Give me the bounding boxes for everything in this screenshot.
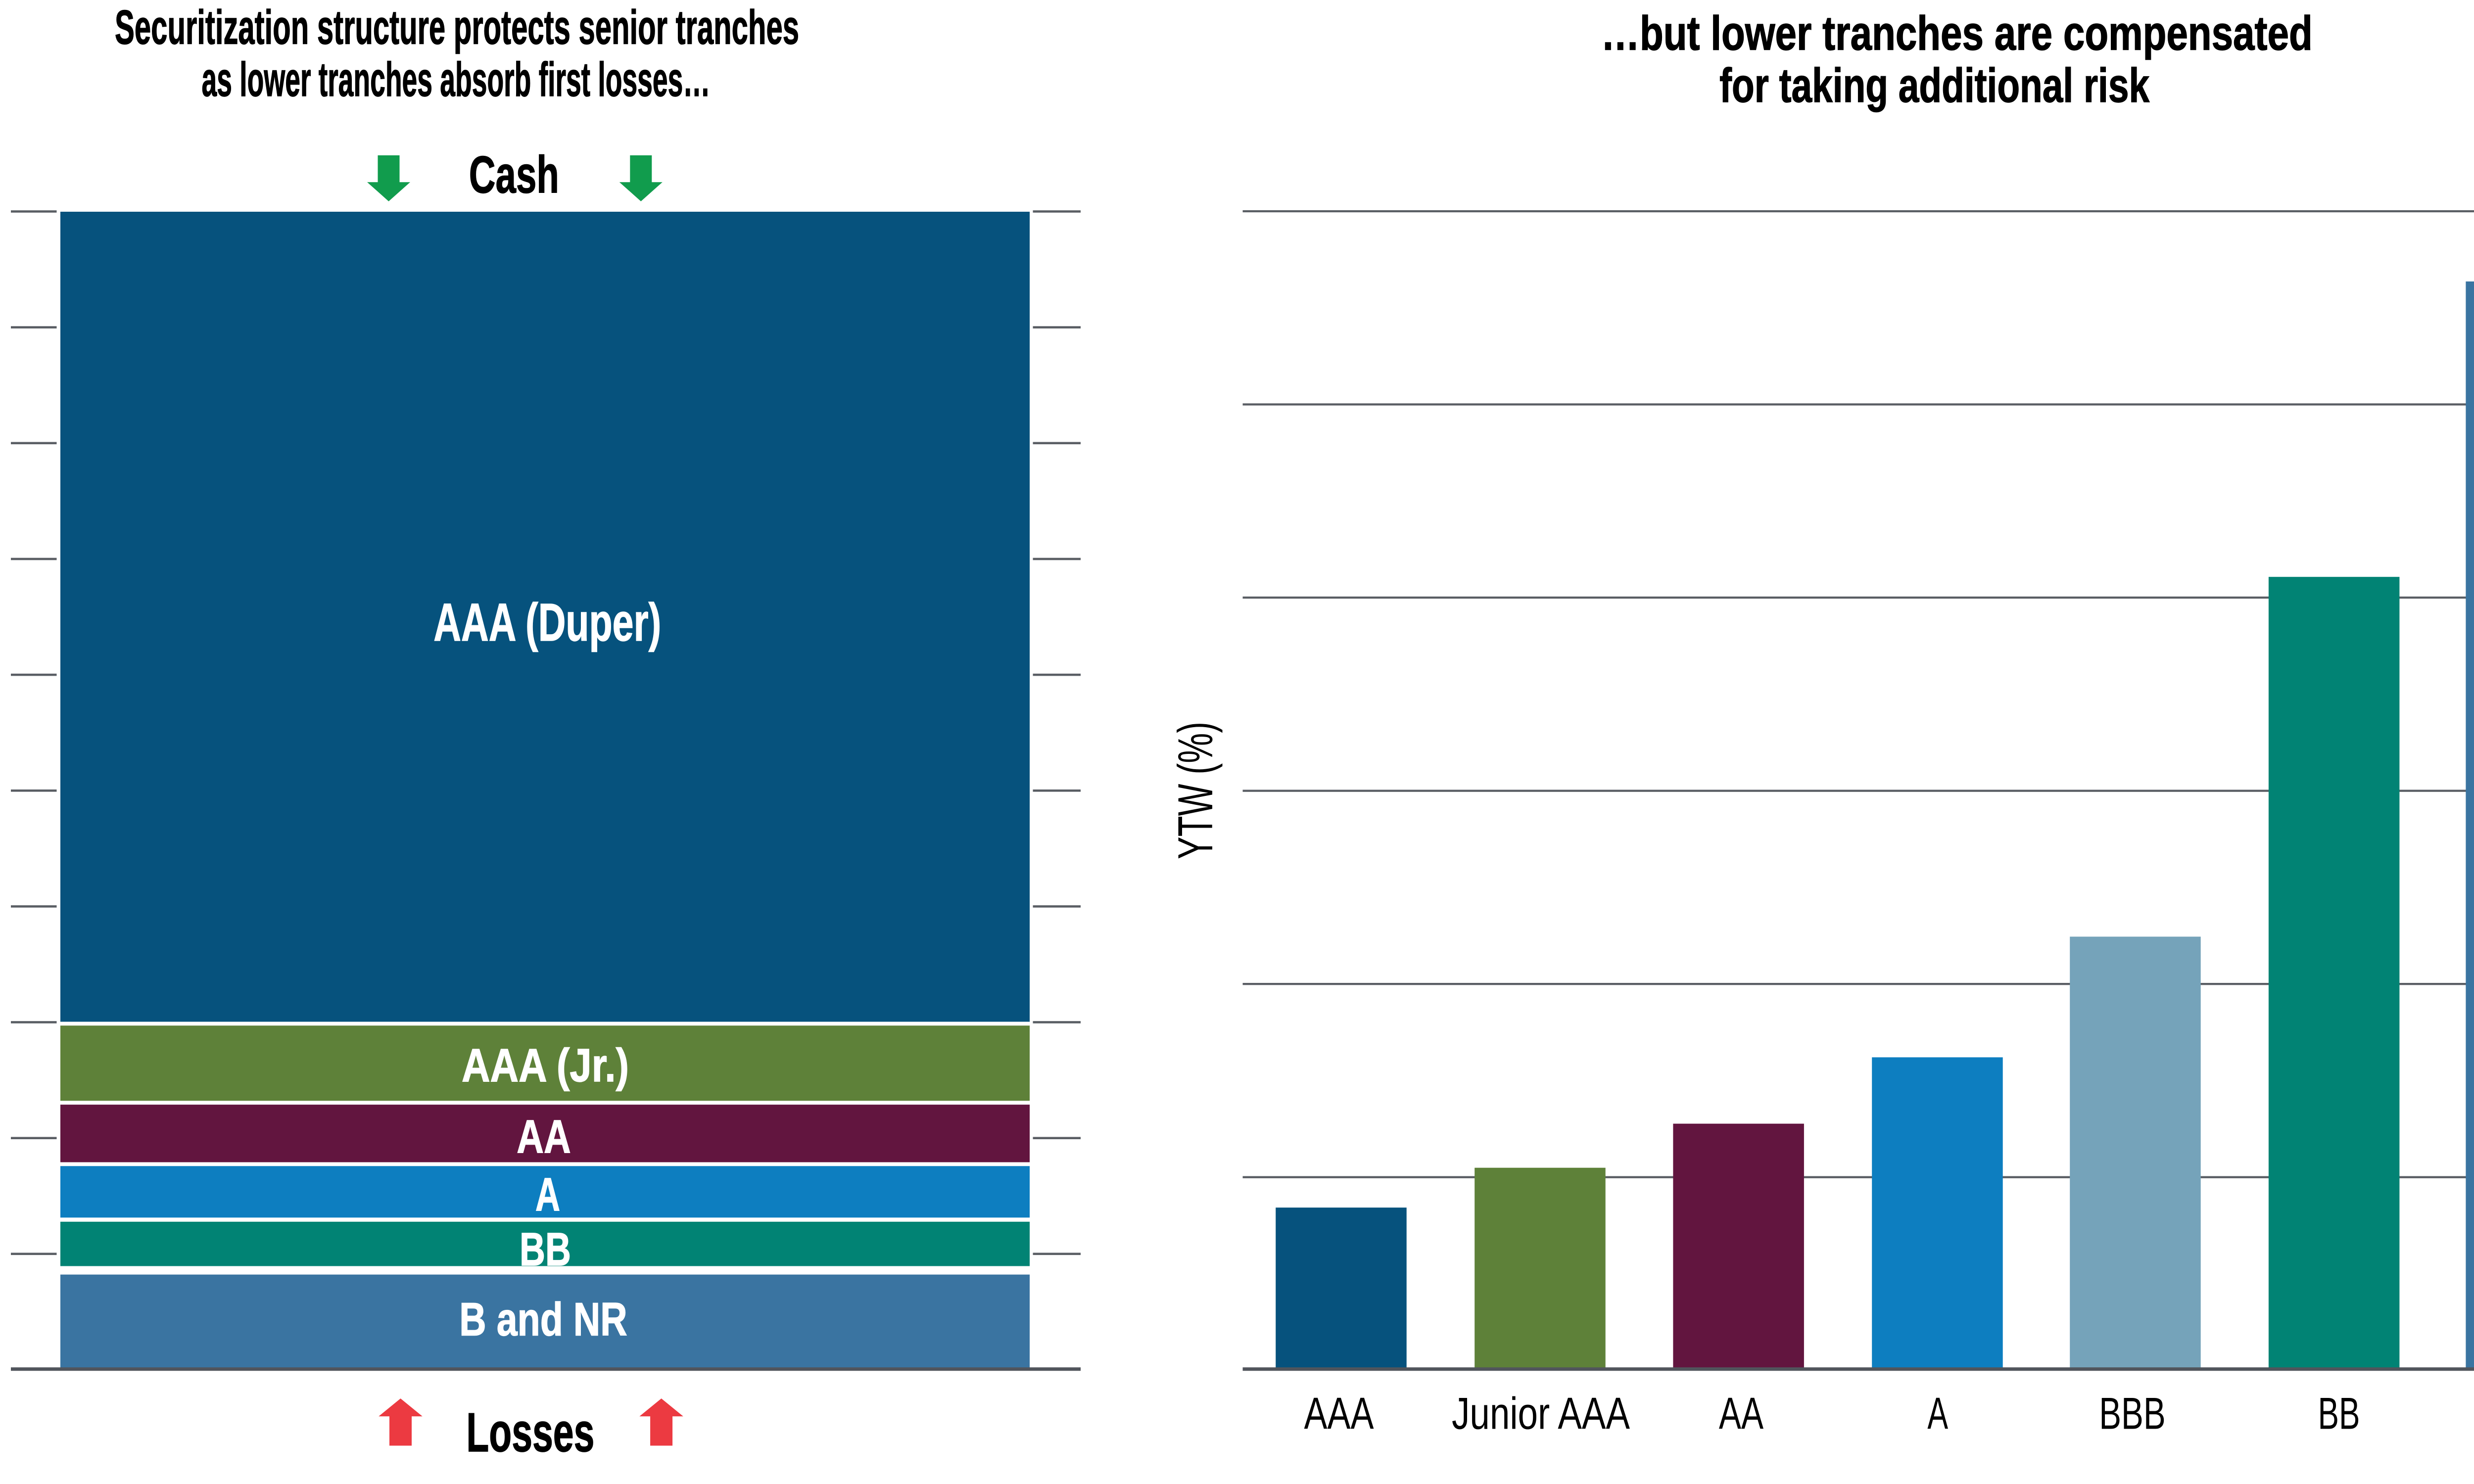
svg-text:Cash: Cash — [469, 145, 559, 204]
svg-text:YTW (%): YTW (%) — [1168, 722, 1223, 859]
svg-text:Junior AAA: Junior AAA — [1452, 1389, 1630, 1439]
svg-text:B and NR: B and NR — [459, 1294, 627, 1346]
svg-text:BBB: BBB — [2099, 1389, 2166, 1439]
svg-text:AAA (Duper): AAA (Duper) — [433, 592, 661, 652]
svg-text:AAA: AAA — [1304, 1389, 1374, 1439]
svg-text:AA: AA — [517, 1111, 571, 1163]
svg-text:A: A — [1927, 1389, 1948, 1439]
svg-text:BB: BB — [520, 1223, 571, 1276]
svg-text:A: A — [535, 1168, 560, 1221]
svg-text:AA: AA — [1719, 1389, 1764, 1439]
svg-text:for taking additional risk: for taking additional risk — [1719, 58, 2150, 112]
svg-text:Securitization structure prote: Securitization structure protects senior… — [115, 0, 799, 54]
svg-text:Losses: Losses — [466, 1402, 594, 1463]
svg-text:as lower tranches absorb first: as lower tranches absorb first losses… — [202, 52, 711, 106]
svg-text:AAA (Jr.): AAA (Jr.) — [462, 1039, 629, 1092]
svg-text:…but lower tranches are compen: …but lower tranches are compensated — [1601, 6, 2313, 60]
svg-text:BB: BB — [2318, 1389, 2360, 1439]
